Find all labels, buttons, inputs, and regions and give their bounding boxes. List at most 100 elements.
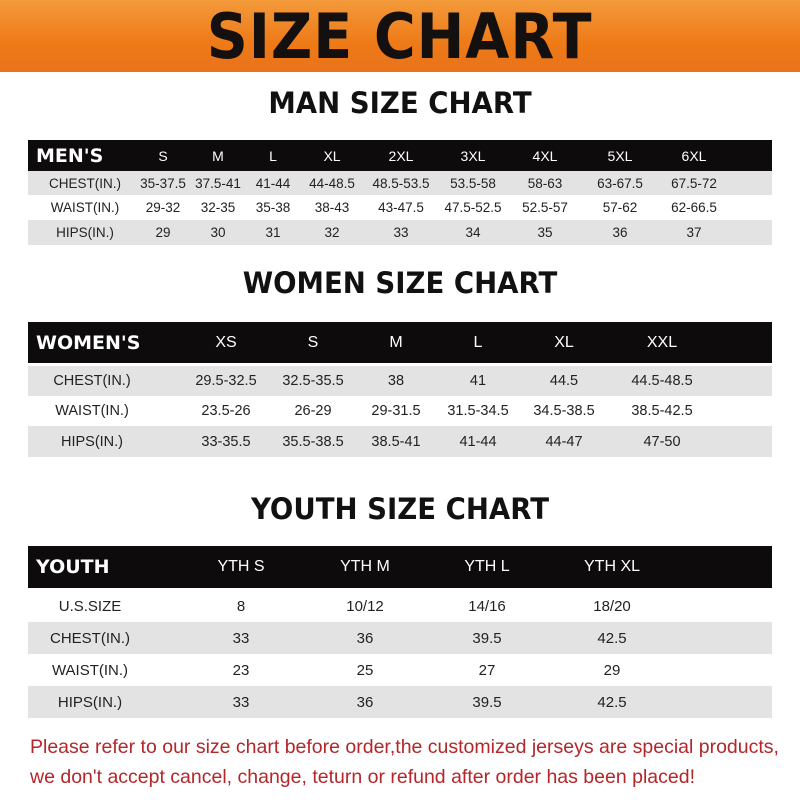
women-size-table: WOMEN'S XS S M L XL XXL CHEST(IN.) 29.5-32.5 32.5… — [28, 322, 772, 457]
size-header: XXL — [646, 333, 678, 351]
size-value: 30 — [210, 225, 226, 240]
size-value: 36 — [356, 693, 374, 711]
table-row: U.S.SIZE 8 10/12 14/16 18/20 — [28, 590, 772, 622]
size-value: 62-66.5 — [671, 200, 717, 215]
size-value: 25 — [356, 661, 374, 679]
size-value: 58-63 — [527, 175, 563, 191]
size-value: 33 — [393, 225, 409, 240]
size-value: 37.5-41 — [195, 175, 241, 191]
size-header: YTH L — [464, 558, 510, 575]
size-value: 34 — [465, 225, 481, 240]
banner: SIZE CHART — [0, 0, 800, 73]
size-value: 10/12 — [346, 597, 384, 615]
row-label: HIPS(IN.) — [56, 225, 114, 240]
size-value: 8 — [236, 597, 246, 615]
size-value: 38 — [387, 373, 405, 389]
row-label: CHEST(IN.) — [50, 629, 130, 647]
size-value: 53.5-58 — [450, 175, 496, 191]
size-value: 57-62 — [602, 200, 638, 215]
size-value: 36 — [612, 225, 628, 240]
size-header: YTH XL — [583, 558, 641, 575]
row-label: HIPS(IN.) — [57, 693, 123, 711]
size-value: 44.5 — [549, 373, 579, 389]
table-row: WAIST(IN.) 23.5-26 26-29 29-31.5 31.5-34.5 34… — [28, 396, 772, 426]
size-value: 32 — [324, 225, 340, 240]
size-value: 35-38 — [255, 200, 291, 215]
table-title: YOUTH — [36, 556, 110, 578]
size-value: 44-48.5 — [309, 175, 355, 191]
table-title: WOMEN'S — [36, 331, 141, 354]
size-value: 38.5-41 — [371, 433, 421, 450]
size-value: 33-35.5 — [201, 433, 251, 450]
size-value: 35-37.5 — [140, 175, 186, 191]
size-header: M — [389, 333, 403, 351]
women-section-title: WOMEN SIZE CHART — [242, 266, 558, 300]
row-label: HIPS(IN.) — [60, 433, 124, 450]
size-value: 33 — [232, 629, 250, 647]
size-header: XS — [215, 333, 237, 351]
size-header: 3XL — [460, 147, 486, 164]
size-value: 41-44 — [255, 175, 291, 191]
table-row: WAIST(IN.) 23 25 27 29 — [28, 654, 772, 686]
table-row: CHEST(IN.) 35-37.5 37.5-41 41-44 44-48.5 48.5… — [28, 171, 772, 195]
size-value: 37 — [686, 225, 702, 240]
size-value: 35 — [537, 225, 553, 240]
size-value: 23.5-26 — [201, 403, 251, 419]
size-header: 6XL — [681, 147, 707, 164]
banner-title: SIZE CHART — [207, 0, 593, 73]
row-label: WAIST(IN.) — [51, 661, 129, 679]
size-header: XL — [554, 333, 574, 351]
size-value: 29.5-32.5 — [195, 373, 257, 389]
size-value: 42.5 — [597, 629, 627, 647]
size-header: 5XL — [607, 147, 633, 164]
table-row: HIPS(IN.) 29 30 31 32 33 34 35 36 37 — [28, 220, 772, 245]
table-row: HIPS(IN.) 33 36 39.5 42.5 — [28, 686, 772, 718]
size-value: 33 — [232, 693, 250, 711]
table-row: WAIST(IN.) 29-32 32-35 35-38 38-43 43-47.5 47.… — [28, 195, 772, 220]
size-header: 2XL — [388, 147, 414, 164]
size-value: 34.5-38.5 — [533, 403, 595, 419]
size-header: S — [307, 333, 319, 351]
row-label: U.S.SIZE — [58, 597, 122, 615]
row-label: WAIST(IN.) — [50, 200, 120, 215]
size-value: 14/16 — [468, 597, 506, 615]
table-row: HIPS(IN.) 33-35.5 35.5-38.5 38.5-41 41-44 44-… — [28, 426, 772, 457]
size-value: 42.5 — [597, 693, 627, 711]
size-value: 38.5-42.5 — [631, 403, 693, 419]
row-label: CHEST(IN.) — [49, 175, 121, 191]
youth-size-table: YOUTH YTH S YTH M YTH L YTH XL U.S.SIZE 8 10/12… — [28, 546, 772, 718]
men-size-table: MEN'S S M L XL 2XL 3XL 4XL 5XL 6XL CHEST(IN.) 35-37… — [28, 140, 772, 245]
size-header: 4XL — [532, 147, 558, 164]
table-row: CHEST(IN.) 29.5-32.5 32.5-35.5 38 41 44.5 44.5… — [28, 366, 772, 396]
size-header: YTH M — [340, 558, 390, 575]
size-header: S — [158, 147, 168, 164]
size-value: 32.5-35.5 — [282, 373, 344, 389]
size-value: 31.5-34.5 — [447, 403, 509, 419]
order-notice: Please refer to our size chart before or… — [30, 732, 790, 792]
size-value: 27 — [478, 661, 496, 679]
size-header: YTH S — [217, 558, 265, 575]
size-value: 41 — [469, 373, 487, 389]
table-header-row: MEN'S S M L XL 2XL 3XL 4XL 5XL 6XL — [28, 140, 772, 171]
size-value: 31 — [265, 225, 281, 240]
size-value: 36 — [356, 629, 374, 647]
size-value: 44-47 — [545, 433, 583, 450]
size-header: L — [269, 147, 277, 164]
size-value: 47.5-52.5 — [444, 200, 502, 215]
size-value: 39.5 — [472, 693, 502, 711]
size-value: 41-44 — [459, 433, 497, 450]
size-value: 23 — [232, 661, 250, 679]
size-value: 39.5 — [472, 629, 502, 647]
size-value: 63-67.5 — [597, 175, 643, 191]
notice-line-2: we don't accept cancel, change, teturn o… — [30, 766, 695, 788]
size-value: 32-35 — [200, 200, 236, 215]
size-value: 44.5-48.5 — [631, 373, 693, 389]
row-label: CHEST(IN.) — [53, 373, 131, 389]
notice-line-1: Please refer to our size chart before or… — [30, 736, 779, 758]
size-value: 18/20 — [593, 597, 631, 615]
row-label: WAIST(IN.) — [55, 403, 129, 419]
size-value: 35.5-38.5 — [282, 433, 344, 450]
size-value: 26-29 — [294, 403, 332, 419]
table-title: MEN'S — [36, 144, 104, 167]
size-header: L — [473, 333, 483, 351]
